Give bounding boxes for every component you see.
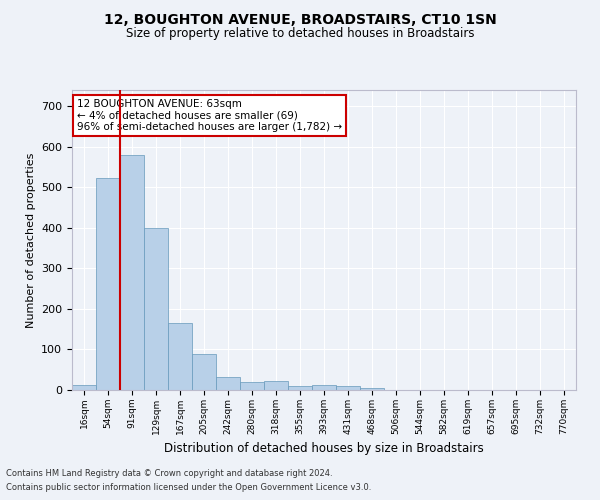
Bar [192,354,216,390]
Bar [72,385,96,390]
Bar [288,386,312,390]
Bar [264,381,288,390]
Text: Size of property relative to detached houses in Broadstairs: Size of property relative to detached ho… [126,28,474,40]
Text: 12 BOUGHTON AVENUE: 63sqm
← 4% of detached houses are smaller (69)
96% of semi-d: 12 BOUGHTON AVENUE: 63sqm ← 4% of detach… [77,99,342,132]
Text: 12, BOUGHTON AVENUE, BROADSTAIRS, CT10 1SN: 12, BOUGHTON AVENUE, BROADSTAIRS, CT10 1… [104,12,496,26]
Bar [120,155,144,390]
Y-axis label: Number of detached properties: Number of detached properties [26,152,35,328]
Bar [168,323,192,390]
Bar [360,388,384,390]
X-axis label: Distribution of detached houses by size in Broadstairs: Distribution of detached houses by size … [164,442,484,456]
Bar [312,385,336,390]
Text: Contains HM Land Registry data © Crown copyright and database right 2024.: Contains HM Land Registry data © Crown c… [6,468,332,477]
Bar [336,386,360,390]
Bar [240,382,264,390]
Bar [216,376,240,390]
Bar [144,228,168,390]
Bar [96,178,120,390]
Text: Contains public sector information licensed under the Open Government Licence v3: Contains public sector information licen… [6,484,371,492]
